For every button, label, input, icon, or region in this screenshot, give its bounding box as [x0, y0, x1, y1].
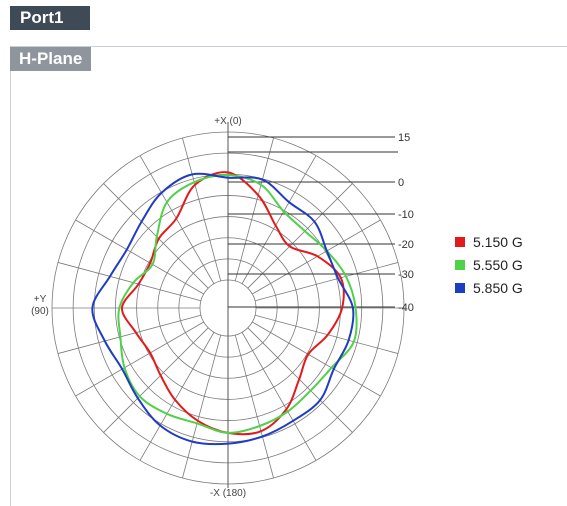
grid-spoke — [241, 332, 317, 461]
radial-tick-label: -20 — [398, 239, 414, 251]
grid-spoke — [57, 314, 202, 354]
grid-spoke — [75, 219, 204, 295]
radial-tick-label: 0 — [398, 177, 404, 189]
angle-label-left: +Y — [34, 294, 47, 305]
grid-spoke — [139, 155, 215, 284]
grid-spoke — [247, 327, 353, 433]
pattern-curves — [91, 171, 358, 446]
angle-label-bottom: -X (180) — [210, 488, 246, 499]
legend-swatch — [455, 260, 465, 270]
radial-tick-label: -40 — [398, 302, 414, 314]
legend-swatch — [455, 283, 465, 293]
radial-tick-label: -10 — [398, 209, 414, 221]
legend-item: 5.550 G — [455, 255, 523, 275]
legend-label: 5.550 G — [473, 257, 523, 273]
grid-spoke — [252, 321, 381, 397]
grid-spoke — [254, 262, 399, 302]
grid-spoke — [57, 262, 202, 302]
grid-spoke — [234, 334, 274, 479]
grid-spoke — [252, 219, 381, 295]
grid-spoke — [139, 332, 215, 461]
grid-spoke — [234, 137, 274, 282]
grid-spoke — [75, 321, 204, 397]
grid-spoke — [247, 183, 353, 289]
angle-label-left-deg: (90) — [31, 306, 49, 317]
legend-swatch — [455, 237, 465, 247]
grid-spoke — [241, 155, 317, 284]
grid-spoke — [103, 183, 209, 289]
port-label: Port1 — [10, 6, 90, 30]
h-plane-panel — [10, 46, 567, 506]
legend: 5.150 G 5.550 G 5.850 G — [455, 232, 523, 301]
angle-label-top: +X (0) — [214, 116, 242, 127]
legend-label: 5.150 G — [473, 234, 523, 250]
grid-spoke — [254, 314, 399, 354]
grid-spoke — [103, 327, 209, 433]
grid-spoke — [182, 137, 222, 282]
legend-item: 5.850 G — [455, 278, 523, 298]
series-curve — [91, 172, 355, 446]
radial-tick-label: -30 — [398, 269, 414, 281]
legend-label: 5.850 G — [473, 280, 523, 296]
radial-ticks: 15 0 -10 -20 -30 -40 — [228, 132, 414, 314]
radial-tick-label: 15 — [398, 132, 410, 144]
legend-item: 5.150 G — [455, 232, 523, 252]
plane-label: H-Plane — [10, 47, 92, 71]
series-curve — [121, 171, 345, 436]
grid-spoke — [182, 334, 222, 479]
